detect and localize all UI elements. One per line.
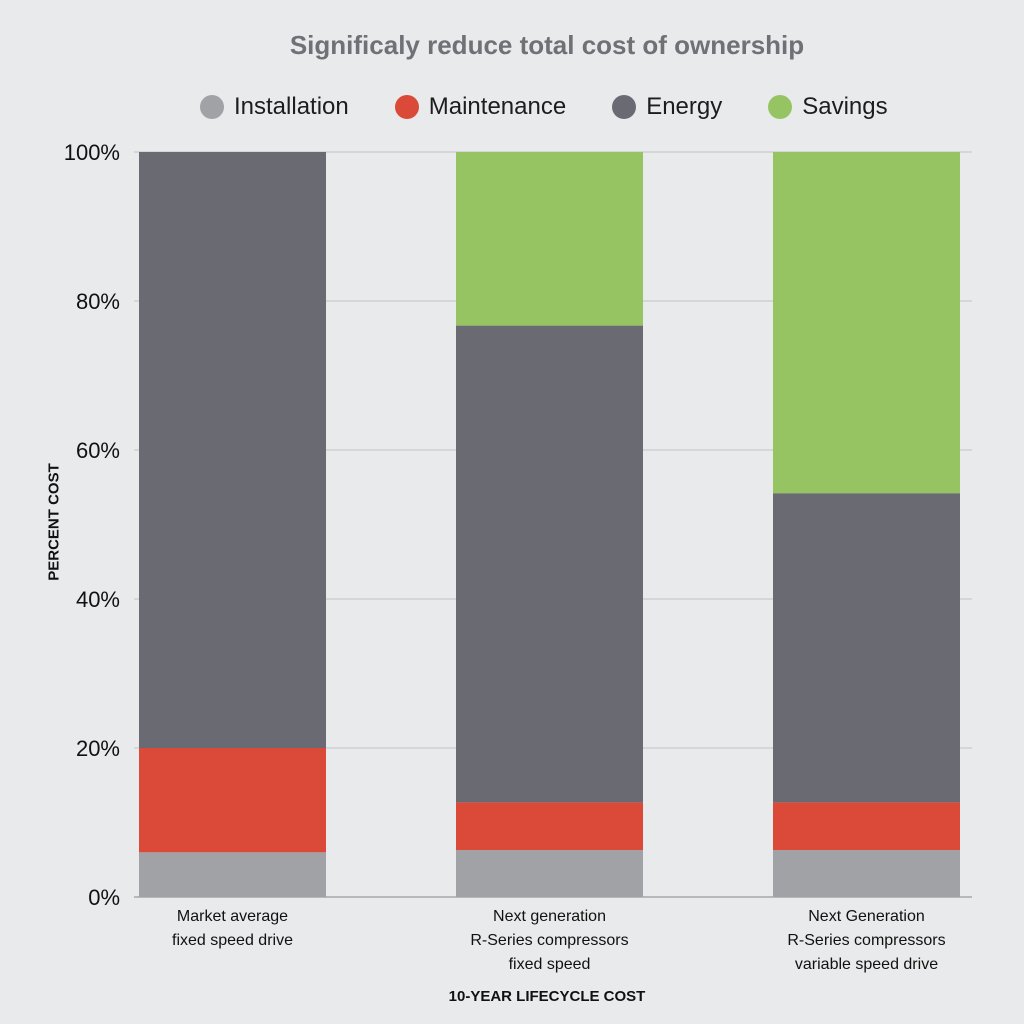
- legend: Installation Maintenance Energy Savings: [200, 92, 934, 122]
- legend-swatch-energy: [612, 95, 637, 119]
- x-tick-label-2: Next generation R-Series compressors fixed…: [470, 908, 628, 973]
- x-tick-label-line: Next generation: [493, 908, 606, 925]
- legend-label-savings: Savings: [802, 93, 888, 120]
- y-tick-label: 40%: [76, 587, 120, 612]
- legend-swatch-maintenance: [394, 95, 419, 119]
- bar-savings-2: [456, 152, 643, 326]
- y-tick-label: 20%: [76, 736, 120, 761]
- legend-item-maintenance: Maintenance: [394, 93, 567, 121]
- legend-swatch-savings: [768, 95, 793, 119]
- y-tick-label: 60%: [76, 438, 120, 463]
- bar-energy-2: [456, 325, 643, 803]
- legend-item-installation: Installation: [200, 93, 349, 121]
- legend-swatch-installation: [200, 95, 224, 119]
- bar-installation-3: [773, 850, 960, 897]
- bar-maintenance-1: [139, 748, 326, 853]
- x-tick-label-line: Next Generation: [808, 908, 925, 925]
- bar-energy-1: [139, 152, 326, 748]
- x-tick-label-1: Market average fixed speed drive: [172, 908, 293, 949]
- legend-label-installation: Installation: [234, 93, 349, 120]
- bar-maintenance-3: [773, 802, 960, 851]
- bar-energy-3: [773, 493, 960, 803]
- x-tick-label-line: fixed speed: [509, 956, 591, 973]
- legend-label-maintenance: Maintenance: [428, 93, 567, 120]
- bar-savings-3: [773, 152, 960, 494]
- y-tick-label: 80%: [76, 289, 120, 314]
- bar-installation-1: [139, 852, 326, 897]
- chart-title: Significaly reduce total cost of ownersh…: [289, 30, 805, 60]
- bar-installation-2: [456, 850, 643, 897]
- bar-maintenance-2: [456, 802, 643, 851]
- legend-item-savings: Savings: [768, 93, 888, 121]
- x-tick-label-line: Market average: [177, 908, 288, 925]
- x-tick-label-line: variable speed drive: [795, 956, 938, 973]
- y-tick-label: 100%: [64, 140, 120, 165]
- x-tick-label-line: R-Series compressors: [787, 932, 945, 949]
- y-tick-label: 0%: [88, 885, 120, 910]
- legend-item-energy: Energy: [612, 93, 722, 121]
- x-tick-label-line: fixed speed drive: [172, 932, 293, 949]
- x-axis-label: 10-YEAR LIFECYCLE COST: [448, 988, 646, 1005]
- x-tick-label-3: Next Generation R-Series compressors varia…: [787, 908, 945, 973]
- legend-label-energy: Energy: [646, 93, 723, 120]
- y-axis-label: PERCENT COST: [45, 463, 63, 581]
- x-tick-label-line: R-Series compressors: [470, 932, 628, 949]
